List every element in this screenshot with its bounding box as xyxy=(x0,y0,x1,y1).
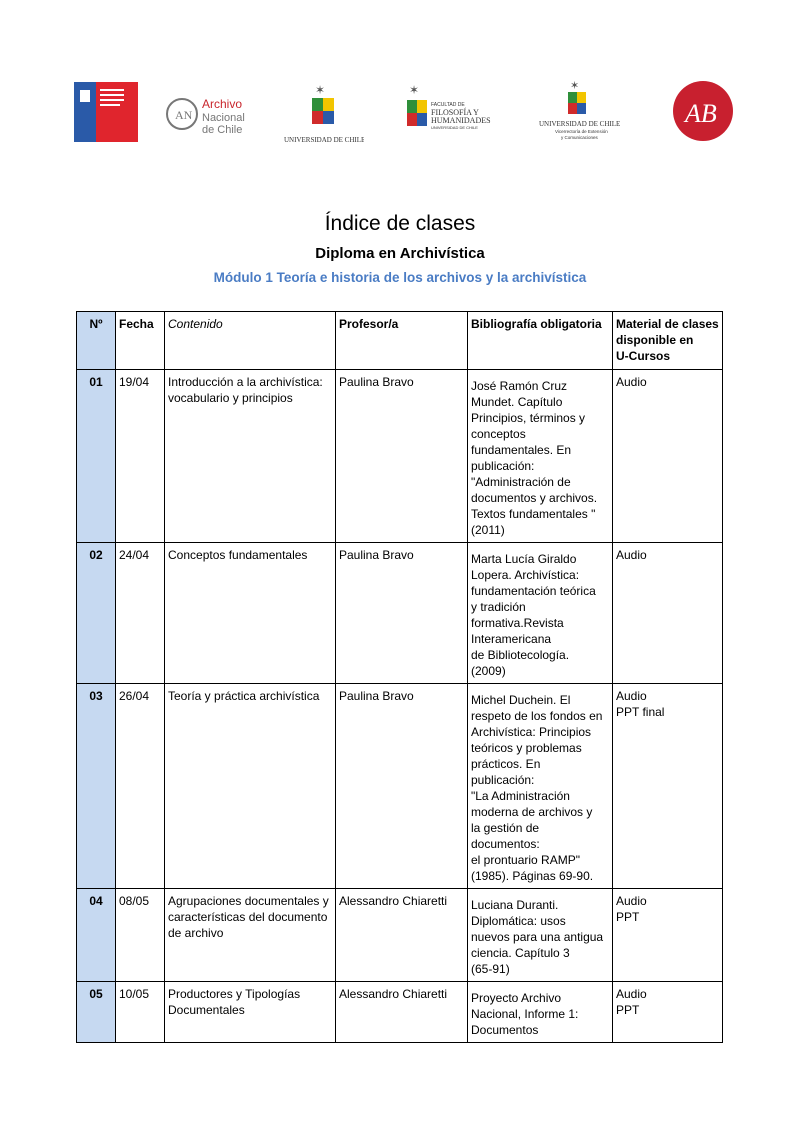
header-material: Material de clases disponible en U-Curso… xyxy=(612,311,723,370)
table-row: 03 26/04 Teoría y práctica archivística … xyxy=(76,683,723,889)
row-contenido: Conceptos fundamentales xyxy=(164,542,336,684)
module-title: Módulo 1 Teoría e historia de los archiv… xyxy=(213,270,587,285)
row-material: Audio xyxy=(612,542,723,684)
svg-text:Archivo: Archivo xyxy=(202,97,242,111)
svg-text:UNIVERSIDAD DE CHILE: UNIVERSIDAD DE CHILE xyxy=(431,125,478,130)
row-material: Audio PPT xyxy=(612,888,723,982)
row-profesor: Alessandro Chiaretti xyxy=(335,888,468,982)
row-contenido: Introducción a la archivística: vocabula… xyxy=(164,369,336,543)
row-number: 05 xyxy=(76,981,116,1043)
row-bibliografia: José Ramón Cruz Mundet. Capítulo Princip… xyxy=(467,369,613,543)
header-contenido: Contenido xyxy=(164,311,336,370)
page-title: Índice de clases xyxy=(324,212,476,235)
row-contenido: Teoría y práctica archivística xyxy=(164,683,336,889)
svg-text:✶: ✶ xyxy=(570,80,579,92)
table-header-row: Nº Fecha Contenido Profesor/a Bibliograf… xyxy=(76,311,723,370)
row-profesor: Paulina Bravo xyxy=(335,542,468,684)
table-row: 02 24/04 Conceptos fundamentales Paulina… xyxy=(76,542,723,684)
row-profesor: Paulina Bravo xyxy=(335,369,468,543)
row-fecha: 08/05 xyxy=(115,888,165,982)
row-fecha: 24/04 xyxy=(115,542,165,684)
row-material: Audio PPT final xyxy=(612,683,723,889)
row-fecha: 19/04 xyxy=(115,369,165,543)
svg-text:HUMANIDADES: HUMANIDADES xyxy=(431,116,491,125)
header-fecha: Fecha xyxy=(115,311,165,370)
table-row: 01 19/04 Introducción a la archivística:… xyxy=(76,369,723,543)
table-row: 05 10/05 Productores y Tipologías Docume… xyxy=(76,981,723,1043)
header-profesor: Profesor/a xyxy=(335,311,468,370)
row-number: 02 xyxy=(76,542,116,684)
row-bibliografia: Marta Lucía Giraldo Lopera. Archivística… xyxy=(467,542,613,684)
page-subtitle: Diploma en Archivística xyxy=(315,245,485,262)
svg-text:UNIVERSIDAD DE CHILE: UNIVERSIDAD DE CHILE xyxy=(284,136,364,144)
row-number: 03 xyxy=(76,683,116,889)
header-bibliografia: Bibliografía obligatoria xyxy=(467,311,613,370)
facultad-filosofia-logo: ✶ FACULTAD DE FILOSOFÍA Y HUMANIDADES UN… xyxy=(407,83,491,130)
table-row: 04 08/05 Agrupaciones documentales y car… xyxy=(76,888,723,982)
row-fecha: 10/05 xyxy=(115,981,165,1043)
archivo-nacional-logo: AN Archivo Nacional de Chile xyxy=(166,97,245,136)
svg-text:✶: ✶ xyxy=(315,83,325,97)
row-bibliografia: Michel Duchein. El respeto de los fondos… xyxy=(467,683,613,889)
ministerio-culturas-logo xyxy=(74,82,138,142)
svg-text:AB: AB xyxy=(683,99,717,128)
svg-text:y Comunicaciones: y Comunicaciones xyxy=(561,135,599,140)
svg-text:FACULTAD DE: FACULTAD DE xyxy=(431,102,465,108)
row-material: Audio PPT xyxy=(612,981,723,1043)
row-number: 01 xyxy=(76,369,116,543)
svg-text:FILOSOFÍA Y: FILOSOFÍA Y xyxy=(431,107,479,117)
row-bibliografia: Luciana Duranti. Diplomática: usos nuevo… xyxy=(467,888,613,982)
row-profesor: Paulina Bravo xyxy=(335,683,468,889)
header-number: Nº xyxy=(76,311,116,370)
row-number: 04 xyxy=(76,888,116,982)
svg-text:de Chile: de Chile xyxy=(202,124,242,136)
svg-text:✶: ✶ xyxy=(409,83,419,97)
row-fecha: 26/04 xyxy=(115,683,165,889)
svg-text:UNIVERSIDAD DE CHILE: UNIVERSIDAD DE CHILE xyxy=(539,120,620,128)
row-contenido: Agrupaciones documentales y característi… xyxy=(164,888,336,982)
svg-text:Vicerrectoría de Extensión: Vicerrectoría de Extensión xyxy=(555,129,608,134)
universidad-chile-logo: ✶ UNIVERSIDAD DE CHILE xyxy=(284,83,364,144)
row-material: Audio xyxy=(612,369,723,543)
row-profesor: Alessandro Chiaretti xyxy=(335,981,468,1043)
svg-text:AN: AN xyxy=(175,108,193,122)
archivo-andres-bello-logo: AB xyxy=(673,81,733,141)
class-index-table: Nº Fecha Contenido Profesor/a Bibliograf… xyxy=(76,311,723,1043)
svg-text:Nacional: Nacional xyxy=(202,112,245,124)
vicerrectoria-extension-logo: ✶ UNIVERSIDAD DE CHILE Vicerrectoría de … xyxy=(539,80,620,140)
row-bibliografia: Proyecto Archivo Nacional, Informe 1: Do… xyxy=(467,981,613,1043)
row-contenido: Productores y Tipologías Documentales xyxy=(164,981,336,1043)
